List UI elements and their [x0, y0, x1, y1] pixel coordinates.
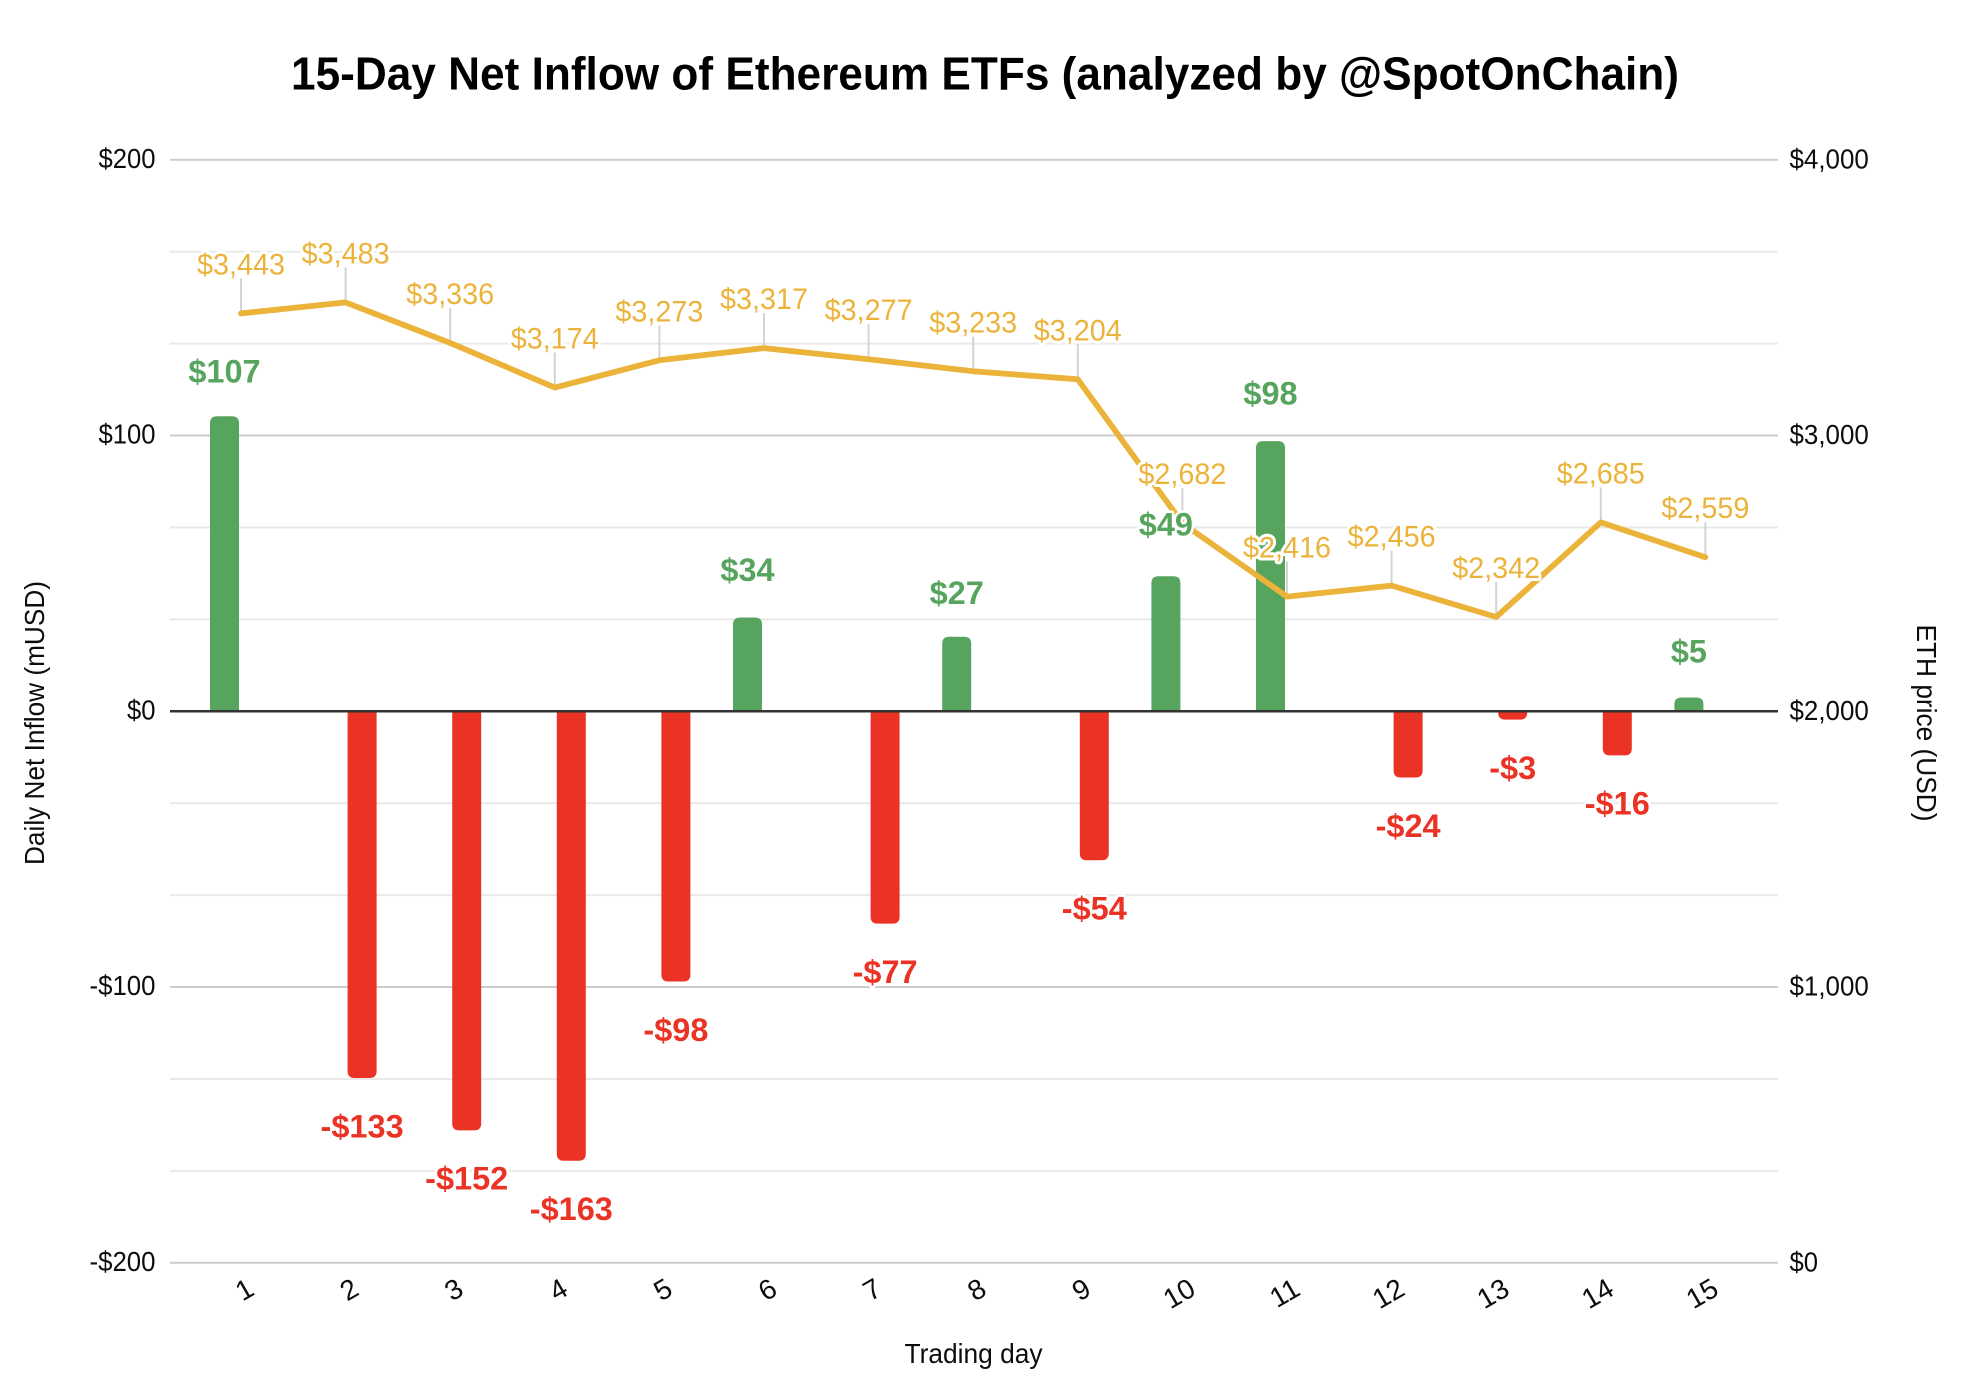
svg-text:-$98: -$98 — [643, 1012, 708, 1048]
svg-text:15-Day Net Inflow of Ethereum: 15-Day Net Inflow of Ethereum ETFs (anal… — [291, 47, 1679, 99]
svg-text:$2,685: $2,685 — [1557, 457, 1645, 490]
svg-text:$3,204: $3,204 — [1034, 314, 1122, 347]
svg-text:$2,682: $2,682 — [1138, 458, 1226, 491]
svg-text:$34: $34 — [720, 552, 774, 588]
svg-text:$2,559: $2,559 — [1661, 492, 1749, 525]
svg-text:$3,273: $3,273 — [615, 295, 703, 328]
svg-text:$2,456: $2,456 — [1348, 521, 1436, 554]
svg-text:$5: $5 — [1671, 634, 1707, 670]
svg-text:Daily Net Inflow (mUSD): Daily Net Inflow (mUSD) — [19, 581, 50, 865]
svg-text:-$152: -$152 — [425, 1161, 508, 1197]
svg-text:$3,336: $3,336 — [406, 278, 494, 311]
svg-text:$3,233: $3,233 — [929, 306, 1017, 339]
svg-text:$2,000: $2,000 — [1790, 695, 1869, 726]
svg-text:Trading day: Trading day — [905, 1338, 1043, 1369]
svg-text:$0: $0 — [1790, 1246, 1819, 1277]
svg-text:$3,000: $3,000 — [1790, 419, 1869, 450]
svg-text:$2,416: $2,416 — [1243, 532, 1331, 565]
svg-text:$100: $100 — [99, 419, 156, 450]
svg-text:-$133: -$133 — [321, 1108, 404, 1144]
svg-text:-$200: -$200 — [90, 1246, 156, 1277]
svg-text:-$24: -$24 — [1376, 808, 1441, 844]
svg-text:$98: $98 — [1243, 376, 1297, 412]
svg-text:-$3: -$3 — [1489, 750, 1536, 786]
svg-text:-$100: -$100 — [90, 970, 156, 1001]
svg-text:$3,443: $3,443 — [197, 248, 285, 281]
svg-text:-$16: -$16 — [1585, 786, 1650, 822]
svg-text:$3,174: $3,174 — [511, 323, 599, 356]
svg-text:$2,342: $2,342 — [1452, 552, 1540, 585]
svg-text:$107: $107 — [188, 353, 260, 389]
svg-text:ETH price (USD): ETH price (USD) — [1911, 625, 1942, 822]
svg-text:$0: $0 — [127, 694, 156, 725]
svg-text:$4,000: $4,000 — [1790, 143, 1869, 174]
svg-text:$1,000: $1,000 — [1790, 971, 1869, 1002]
svg-text:$49: $49 — [1139, 506, 1193, 542]
svg-text:$27: $27 — [930, 575, 984, 611]
svg-text:$200: $200 — [99, 143, 156, 174]
svg-text:$3,317: $3,317 — [720, 283, 808, 316]
svg-text:-$54: -$54 — [1062, 891, 1127, 927]
svg-text:$3,277: $3,277 — [825, 294, 913, 327]
svg-text:-$163: -$163 — [530, 1191, 613, 1227]
svg-text:$3,483: $3,483 — [302, 237, 390, 270]
svg-text:-$77: -$77 — [853, 954, 918, 990]
